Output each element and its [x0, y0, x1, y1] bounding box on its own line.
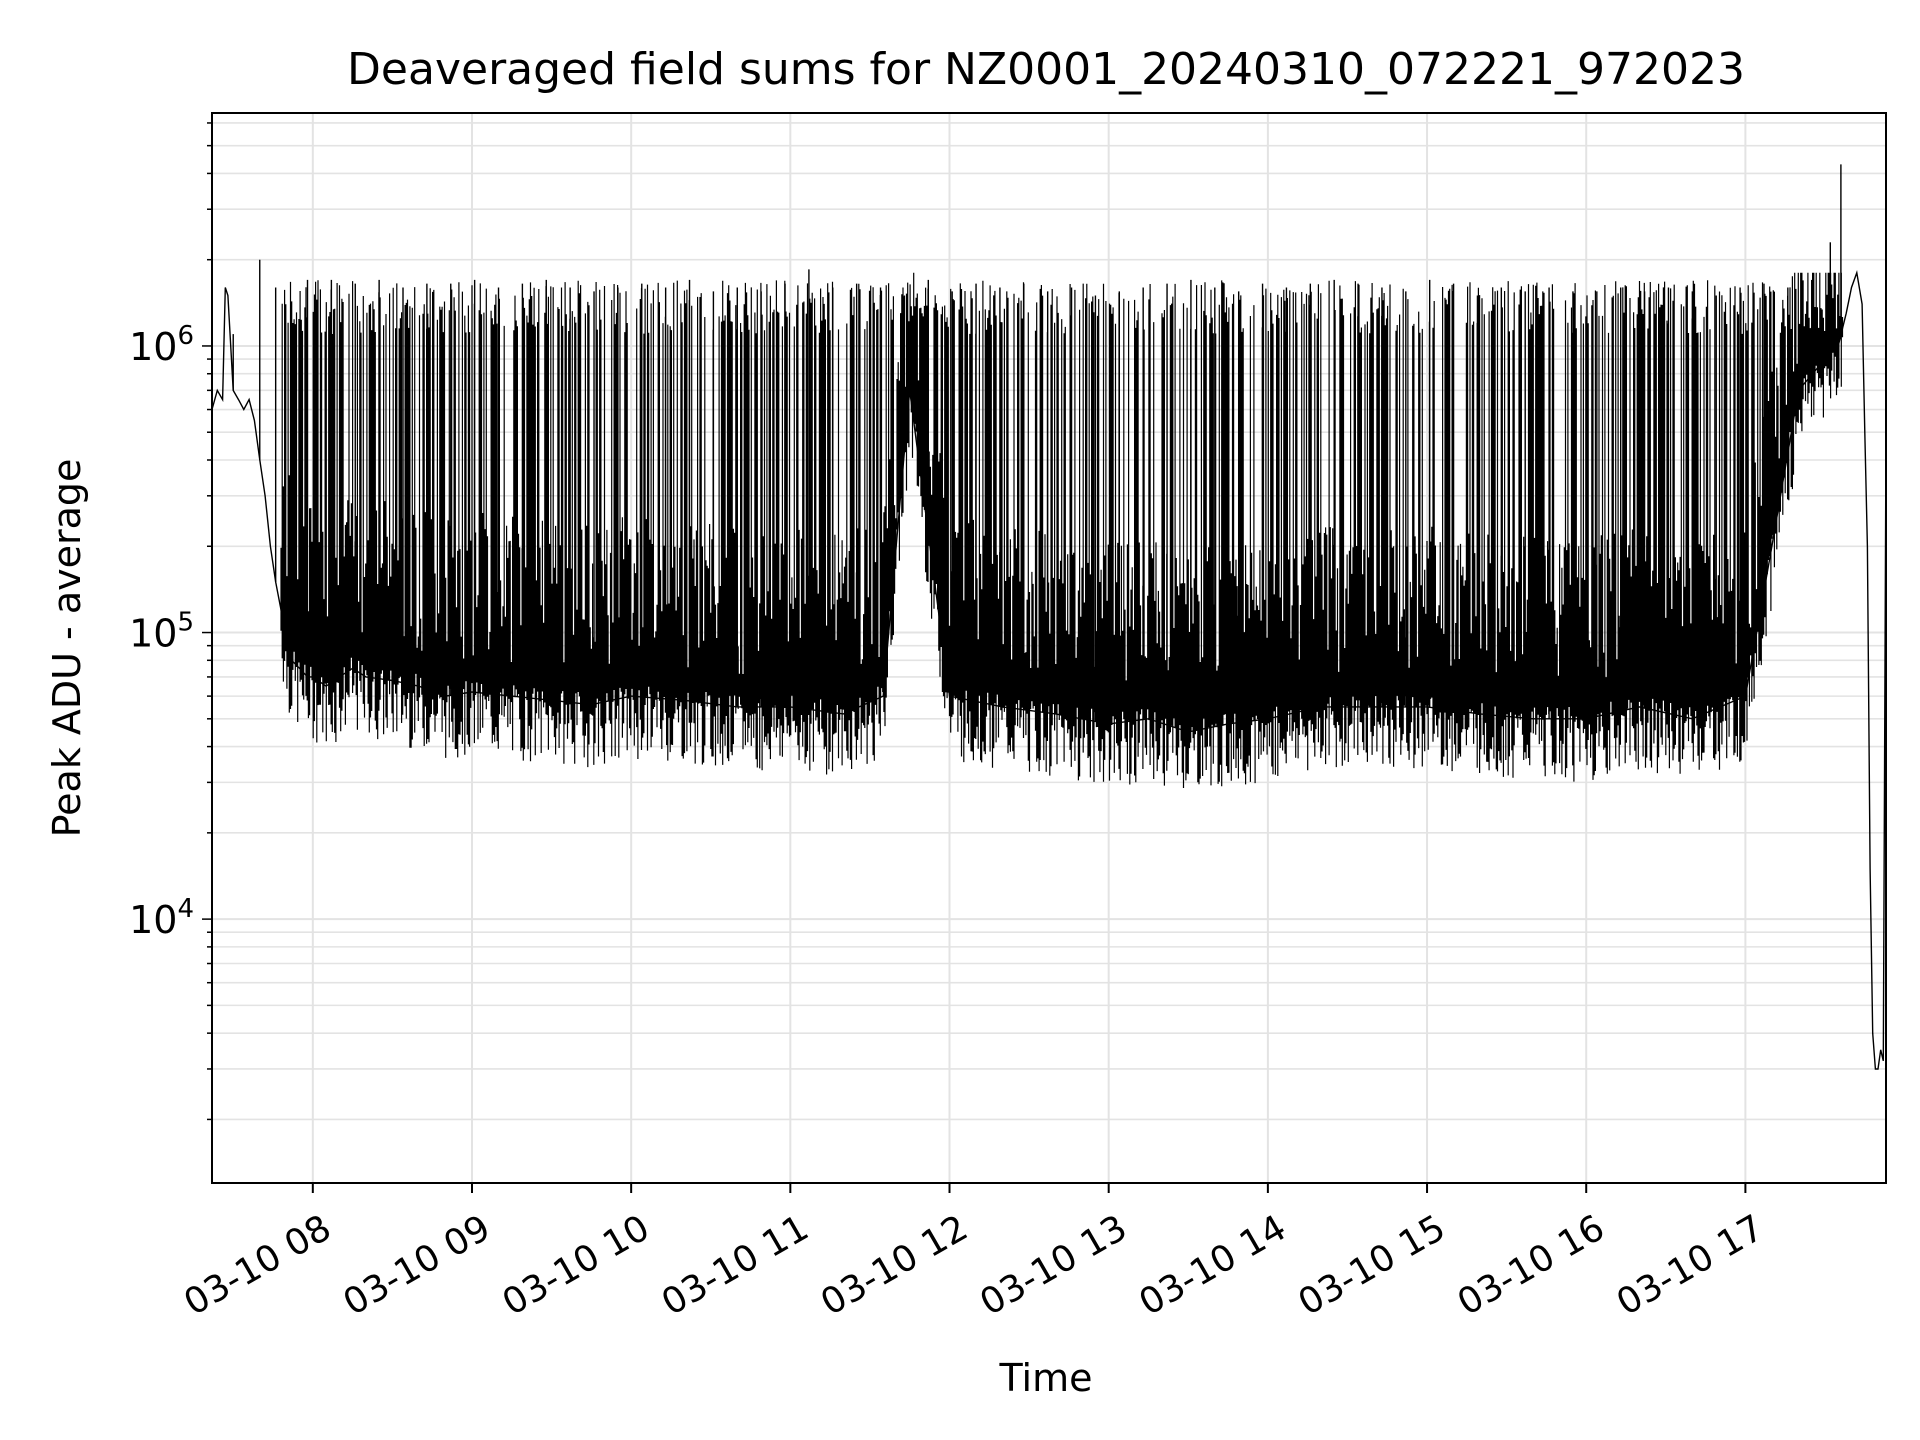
- gridlines: [212, 113, 1886, 1183]
- y-tick-label: 104: [129, 894, 194, 942]
- series-oscillation: [280, 272, 1844, 788]
- x-axis-label: Time: [999, 1356, 1093, 1400]
- series-group: [211, 164, 1887, 1070]
- y-tick-label: 105: [129, 608, 194, 656]
- y-axis-label: Peak ADU - average: [45, 459, 89, 838]
- plot-frame: [211, 112, 1887, 1184]
- y-tick-label: 106: [129, 321, 194, 369]
- chart-title: Deaveraged field sums for NZ0001_2024031…: [347, 44, 1745, 95]
- y-axis: 104 105 106: [129, 122, 212, 1121]
